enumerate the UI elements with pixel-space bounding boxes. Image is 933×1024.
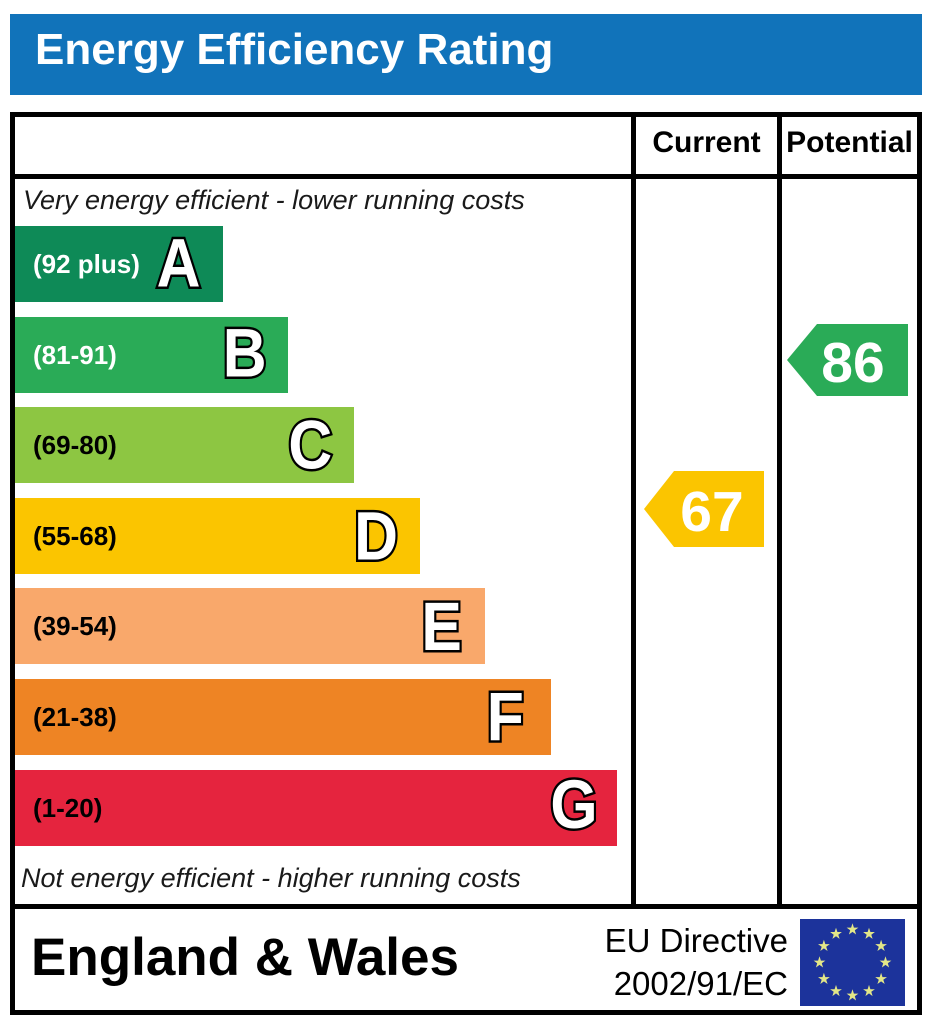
svg-text:86: 86 (821, 331, 884, 395)
svg-text:E: E (421, 587, 462, 665)
svg-text:A: A (157, 224, 201, 302)
svg-text:F: F (487, 678, 524, 756)
svg-text:G: G (550, 765, 597, 843)
svg-text:C: C (288, 406, 332, 484)
svg-text:B: B (223, 314, 267, 392)
svg-text:67: 67 (680, 480, 743, 544)
svg-text:D: D (354, 497, 398, 575)
